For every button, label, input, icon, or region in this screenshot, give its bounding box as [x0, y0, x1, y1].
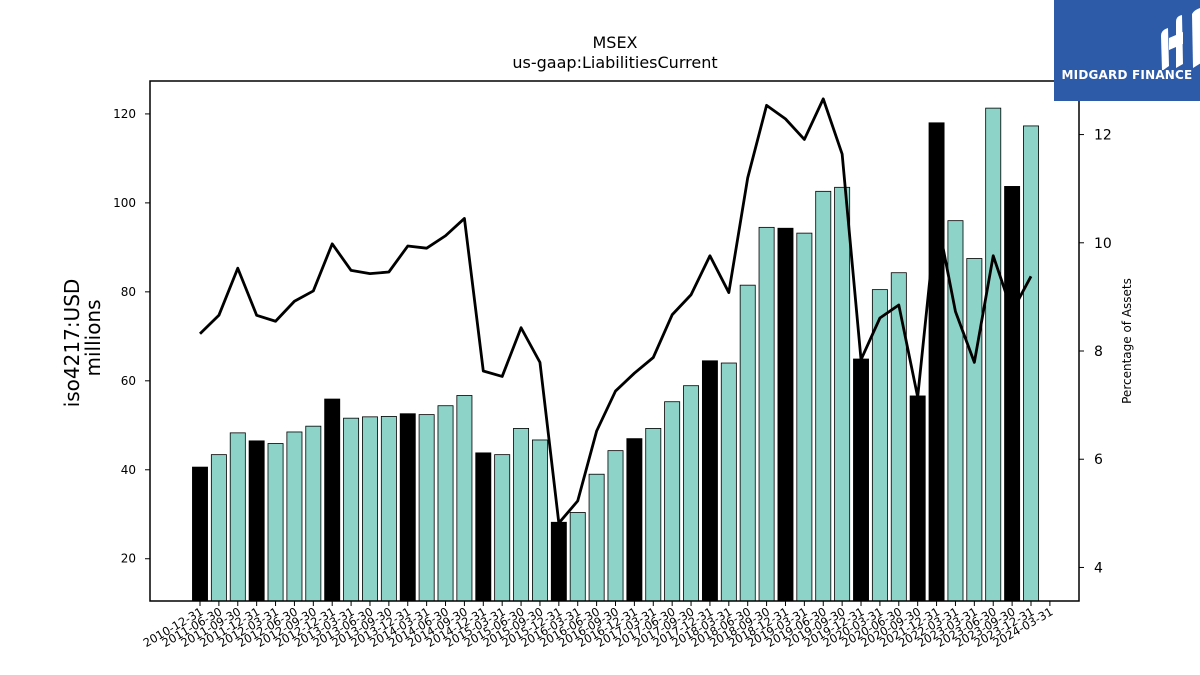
- bar: [1004, 186, 1021, 602]
- bar: [701, 360, 718, 602]
- bar: [494, 454, 511, 602]
- plot-frame: [149, 80, 1080, 602]
- bar: [267, 443, 284, 602]
- y-axis-right-label: Percentage of Assets: [1120, 278, 1134, 404]
- bar: [909, 395, 926, 602]
- bar: [437, 405, 454, 602]
- line-series: [199, 97, 1033, 525]
- bar: [305, 425, 322, 602]
- bar: [399, 413, 416, 602]
- y-axis-left-label-line1: iso4217:USD: [60, 279, 84, 408]
- bar: [796, 232, 813, 602]
- bar: [683, 385, 699, 602]
- bar: [380, 415, 397, 602]
- y-tick-label-right: 6: [1094, 452, 1103, 468]
- bar: [739, 284, 756, 602]
- y-tick-label-right: 12: [1094, 128, 1112, 144]
- bar: [588, 473, 605, 602]
- bar: [815, 190, 832, 602]
- bar: [210, 454, 227, 602]
- bar: [475, 452, 492, 602]
- bar: [834, 186, 851, 602]
- bar: [343, 417, 360, 602]
- logo-text: MIDGARD FINANCE: [1061, 68, 1193, 82]
- bar: [324, 398, 341, 602]
- bar-series: [192, 107, 1039, 602]
- bar: [550, 521, 567, 602]
- bar: [456, 395, 473, 602]
- midgard-finance-logo: MIDGARD FINANCE: [1054, 0, 1200, 101]
- chart-title: MSEX: [592, 33, 637, 52]
- y-tick-label-left: 80: [121, 285, 136, 299]
- y-tick-label-right: 8: [1094, 344, 1103, 360]
- y-tick-label-left: 40: [121, 463, 136, 477]
- bar: [645, 428, 662, 602]
- bar: [513, 428, 530, 602]
- bar: [569, 512, 586, 602]
- y-axis-left: 20 40 60 80 100 120: [113, 107, 150, 566]
- y-tick-label-right: 4: [1094, 560, 1103, 576]
- bar: [192, 466, 208, 602]
- bar: [248, 440, 265, 602]
- bar: [985, 107, 1002, 602]
- bar: [853, 358, 869, 602]
- percentage-line: [199, 97, 1033, 525]
- bar: [286, 431, 303, 602]
- bar: [626, 438, 643, 602]
- bar: [720, 362, 737, 602]
- bar: [607, 450, 624, 602]
- y-tick-label-left: 60: [121, 374, 136, 388]
- chart-subtitle: us-gaap:LiabilitiesCurrent: [512, 53, 717, 72]
- bar: [890, 272, 907, 602]
- y-tick-label-left: 20: [121, 552, 136, 566]
- y-tick-label-left: 100: [113, 196, 136, 210]
- bar: [928, 122, 945, 602]
- bar: [664, 401, 681, 602]
- bar: [777, 227, 794, 602]
- bar: [418, 414, 435, 602]
- x-axis: 2010-12-312011-06-302011-09-302011-12-31…: [141, 601, 1055, 650]
- bar: [1023, 125, 1039, 602]
- y-tick-label-right: 10: [1094, 236, 1112, 252]
- bar: [229, 432, 246, 602]
- bar: [362, 416, 378, 602]
- y-axis-left-label-line2: millions: [81, 299, 105, 376]
- bar: [532, 439, 548, 602]
- bar: [966, 258, 983, 602]
- y-tick-label-left: 120: [113, 107, 136, 121]
- bar: [758, 226, 775, 602]
- bar: [871, 289, 888, 602]
- y-axis-right: 4 6 8 10 12: [1079, 128, 1112, 576]
- logo-mark-icon: [1161, 8, 1200, 70]
